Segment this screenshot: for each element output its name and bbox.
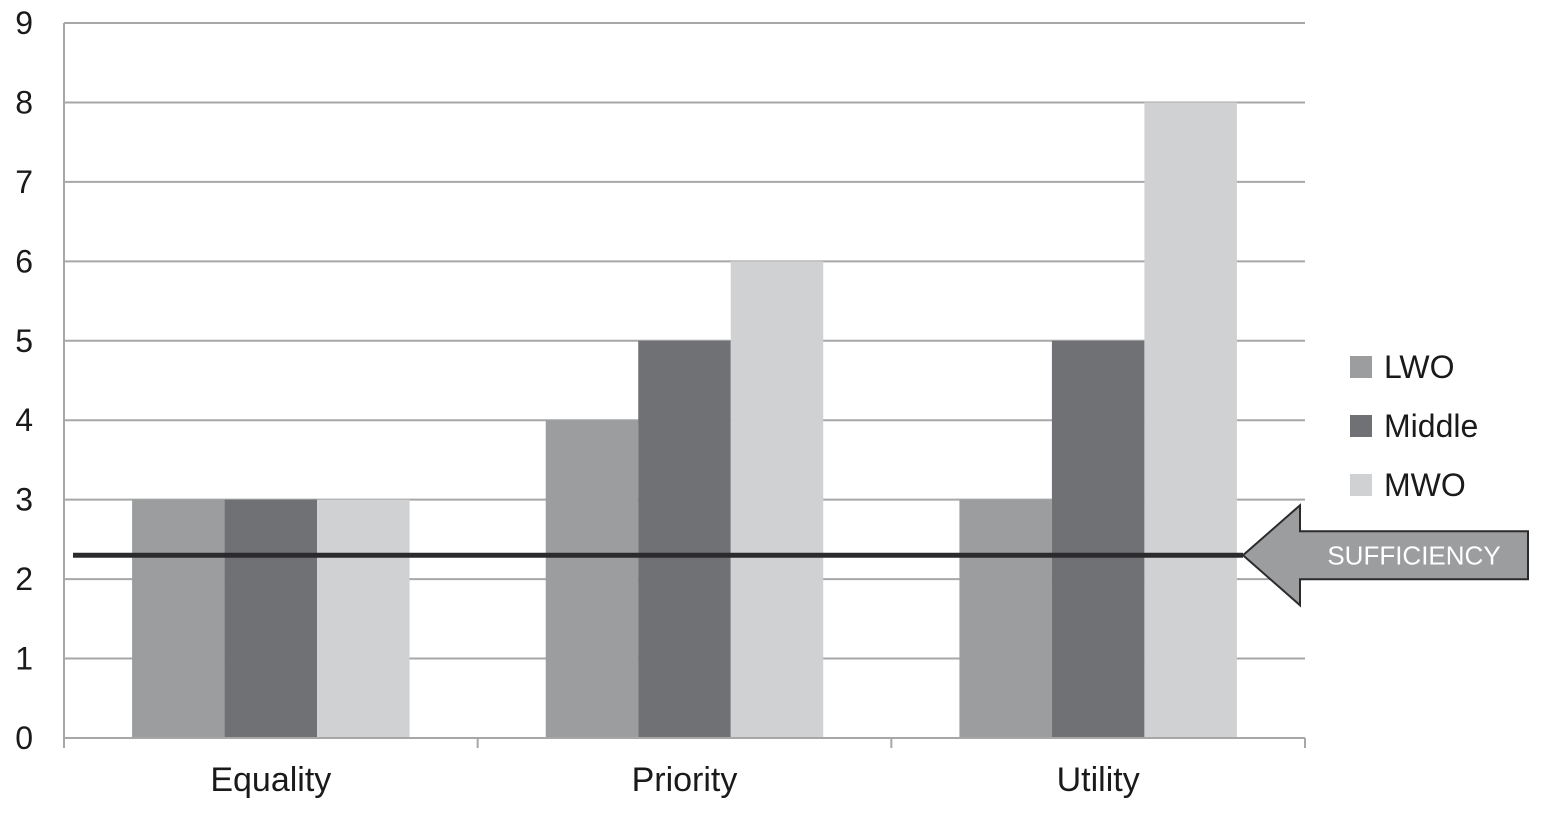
- y-tick-label: 6: [15, 243, 33, 279]
- bar-mwo-equality: [317, 499, 410, 738]
- sufficiency-arrow: [1241, 503, 1529, 608]
- legend-swatch-middle: [1350, 415, 1372, 437]
- sufficiency-label: SUFFICIENCY: [1327, 540, 1500, 570]
- bar-lwo-equality: [132, 499, 225, 738]
- y-tick-label: 3: [15, 482, 33, 518]
- bar-lwo-utility: [959, 499, 1052, 738]
- x-tick-label-equality: Equality: [210, 761, 331, 799]
- x-tick-label-priority: Priority: [632, 761, 738, 799]
- x-tick-label-utility: Utility: [1057, 761, 1140, 799]
- legend-swatch-lwo: [1350, 356, 1372, 378]
- bar-mwo-utility: [1144, 102, 1237, 738]
- axis-layer: 0 1 2 3 4 5 6 7 8 9 Equality Priority Utility: [15, 5, 1306, 799]
- bar-mwo-priority: [730, 261, 824, 738]
- bar-middle-equality: [224, 499, 318, 738]
- reference-layer: SUFFICIENCY: [73, 503, 1529, 608]
- y-tick-label: 7: [15, 164, 33, 200]
- bar-middle-utility: [1051, 340, 1145, 738]
- bars-layer: [132, 102, 1237, 738]
- bar-middle-priority: [638, 340, 731, 738]
- y-tick-label: 1: [15, 641, 33, 677]
- y-tick-label: 0: [15, 720, 33, 756]
- legend-swatch-mwo: [1350, 474, 1372, 496]
- y-tick-label: 8: [15, 84, 33, 120]
- legend: LWO Middle MWO: [1350, 349, 1478, 503]
- legend-label-lwo: LWO: [1384, 349, 1455, 385]
- y-tick-label: 9: [15, 5, 33, 41]
- y-tick-label: 5: [15, 323, 33, 359]
- y-tick-label: 4: [15, 402, 33, 438]
- bar-lwo-priority: [545, 420, 639, 738]
- legend-label-mwo: MWO: [1384, 467, 1466, 503]
- legend-label-middle: Middle: [1384, 408, 1478, 444]
- y-tick-label: 2: [15, 561, 33, 597]
